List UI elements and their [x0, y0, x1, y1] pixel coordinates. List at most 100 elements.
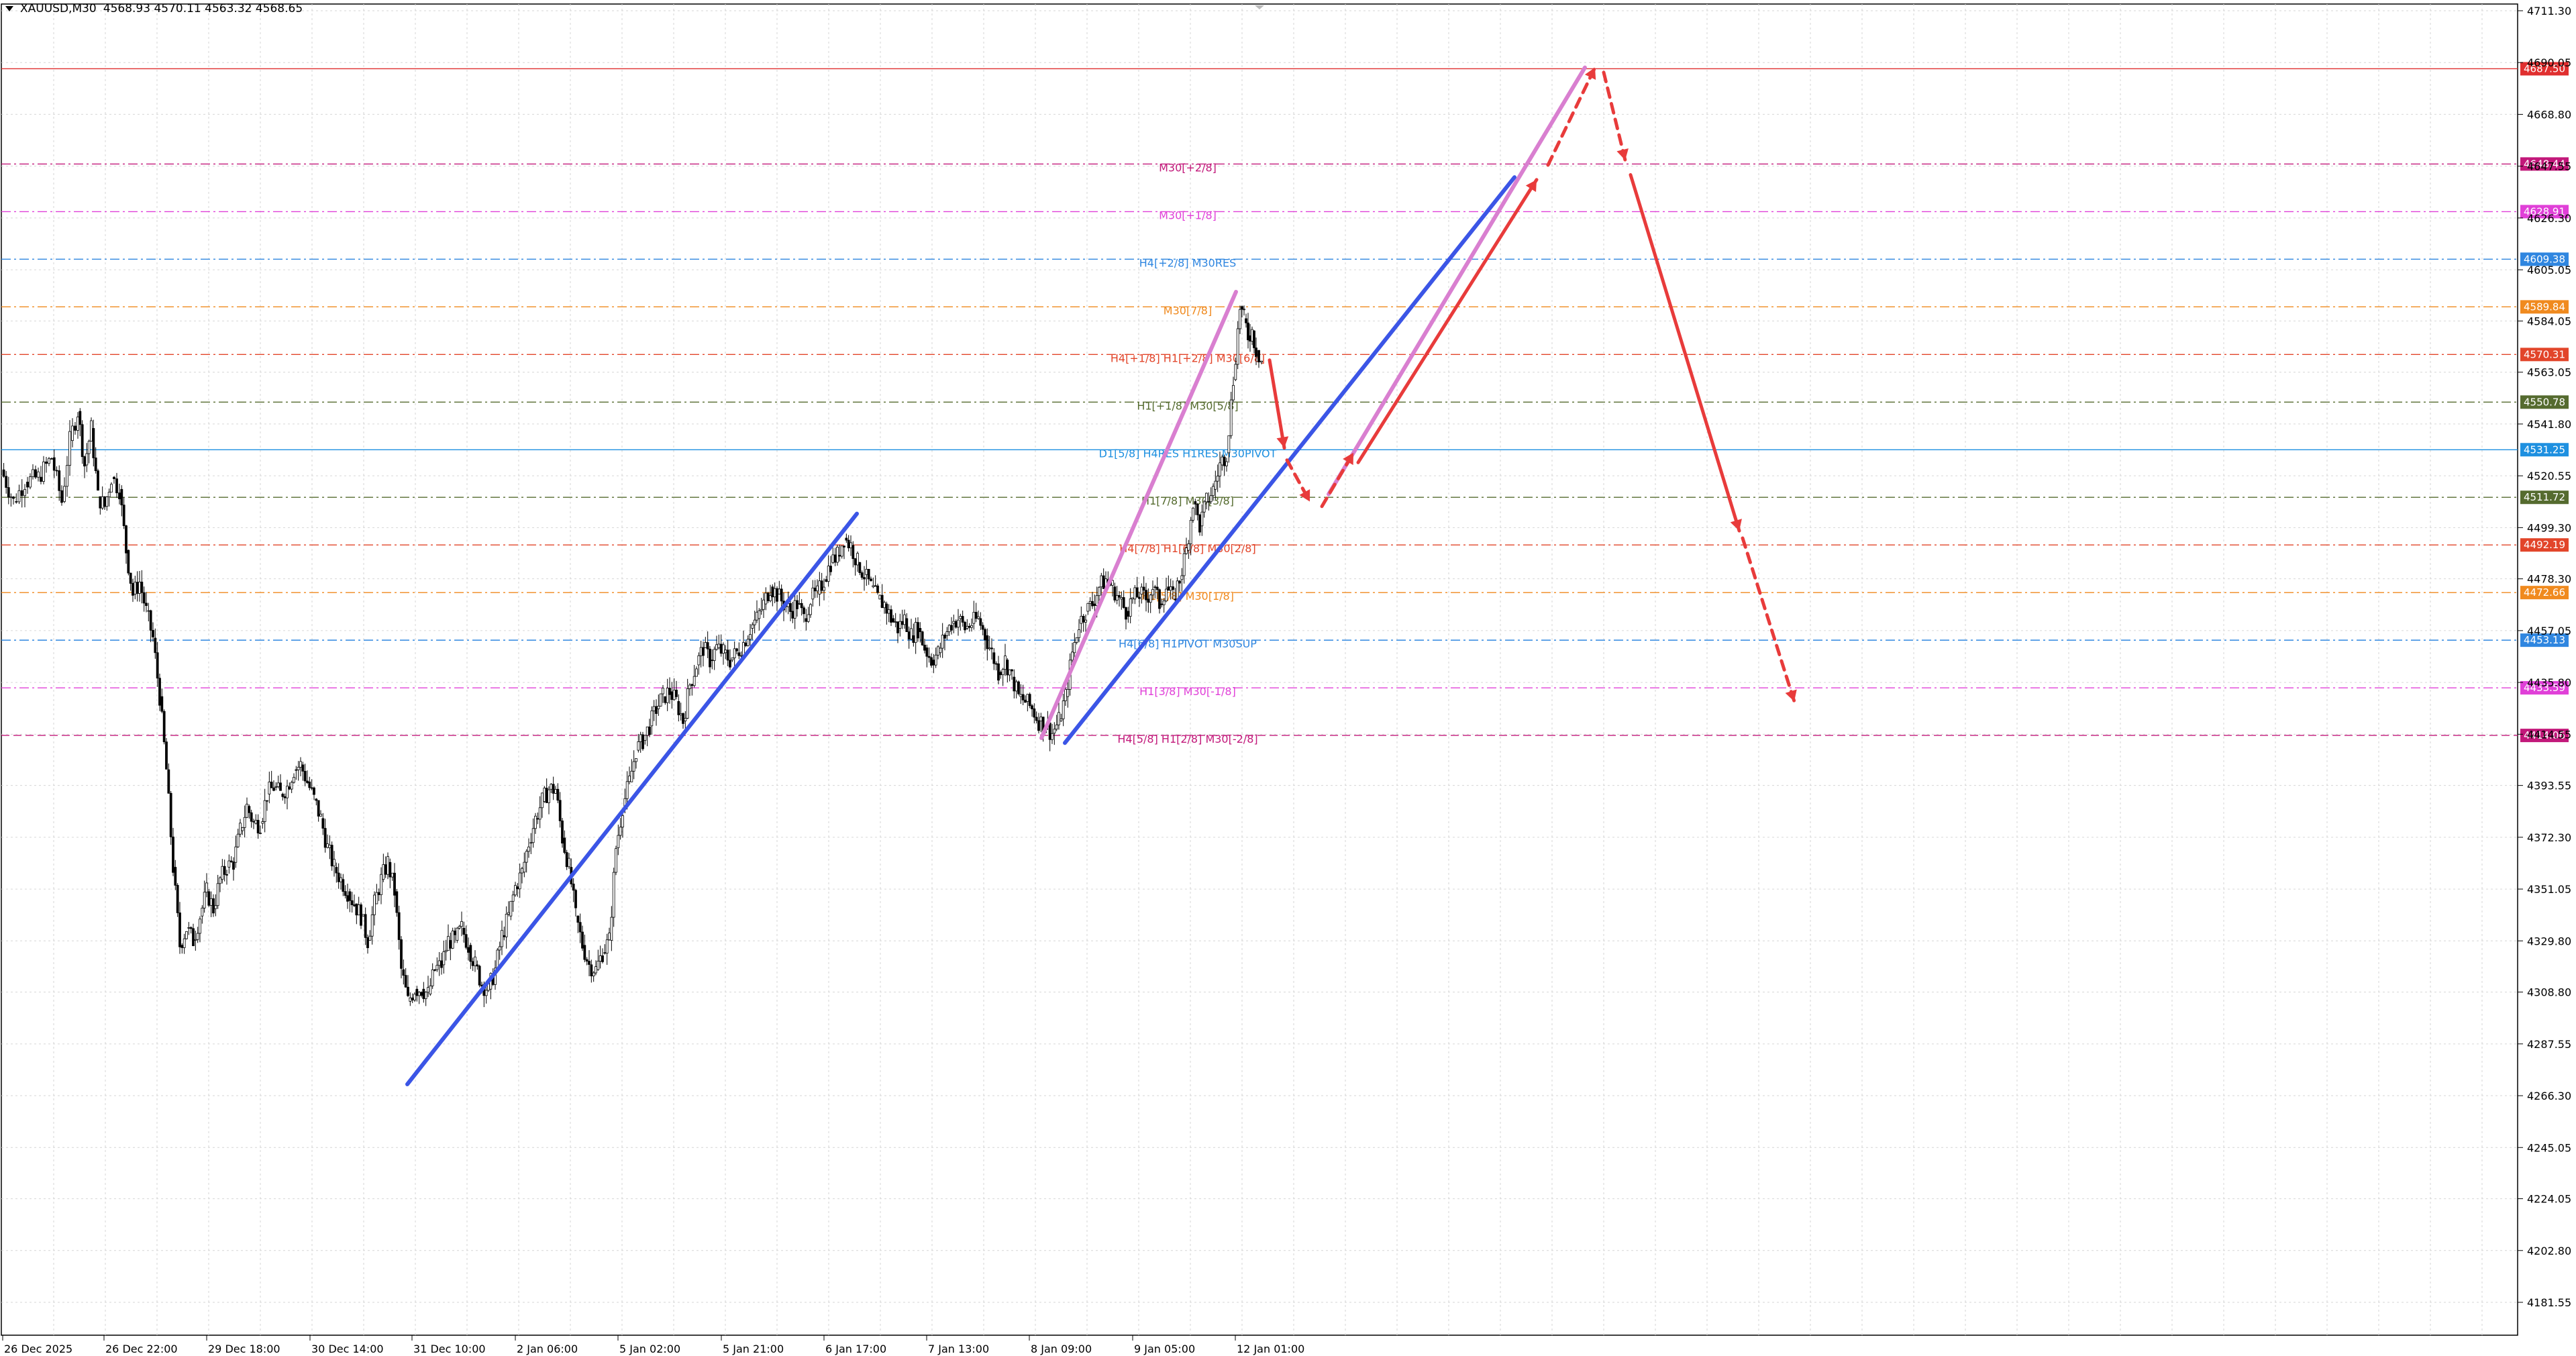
candle-body [1207, 501, 1210, 503]
candle-body [145, 603, 148, 607]
forecast-arrow-head [1299, 489, 1310, 502]
candle-body [346, 895, 349, 902]
candle-body [1111, 580, 1114, 586]
candle-body [234, 846, 238, 863]
candle-body [1192, 507, 1194, 521]
price-tick-label: 4668.80 [2527, 108, 2571, 121]
candle-body [652, 706, 656, 711]
candle-body [29, 476, 32, 488]
price-tick-label: 4414.55 [2527, 728, 2571, 741]
candle-body [74, 425, 76, 431]
candle-body [409, 997, 412, 1002]
candle-body [1216, 476, 1219, 482]
candle-body [1048, 722, 1051, 740]
candle-body [717, 643, 721, 648]
candle-body [697, 655, 701, 666]
trend-line [1063, 175, 1516, 745]
candle-body [90, 420, 93, 441]
candle-body [643, 735, 647, 741]
candle-body [639, 734, 642, 742]
price-tag-label: 4550.78 [2524, 396, 2565, 408]
price-tick-label: 4393.55 [2527, 780, 2571, 792]
candle-body [568, 857, 570, 868]
forecast-arrow [1268, 358, 1286, 450]
candle-body [756, 611, 758, 621]
candle-body [382, 864, 385, 880]
level-label: D1[5/8] H4RES H1RES M30PIVOT [1099, 447, 1277, 460]
candle-body [585, 959, 588, 961]
price-tick-label: 4690.05 [2527, 56, 2571, 69]
candle-body [362, 914, 365, 917]
candle-body [1251, 329, 1253, 342]
candle-body [744, 642, 748, 646]
candle-body [789, 603, 792, 612]
candle-body [469, 945, 472, 962]
candle-body [58, 470, 61, 491]
candle-body [290, 782, 293, 790]
candle-body [34, 469, 37, 478]
price-tag-label: 4511.72 [2524, 491, 2565, 503]
price-tick-label: 4435.80 [2527, 676, 2571, 689]
candle-body [847, 539, 850, 549]
candle-body [239, 823, 242, 835]
candle-body [925, 647, 929, 657]
candle-body [1189, 519, 1192, 544]
candle-body [1167, 586, 1170, 591]
candle-body [511, 894, 515, 902]
candle-body [219, 877, 221, 884]
candle-body [55, 470, 58, 472]
candle-body [236, 833, 240, 847]
price-tick-label: 4457.05 [2527, 625, 2571, 637]
candle-body [800, 603, 803, 609]
candle-body [1196, 503, 1199, 515]
candle-body [1066, 689, 1070, 697]
price-tag [2520, 252, 2569, 266]
price-tag-label: 4414.06 [2524, 729, 2565, 741]
chart-menu-caret-icon[interactable] [5, 6, 13, 11]
candle-body [377, 892, 380, 895]
candle-body [686, 688, 689, 719]
price-tag [2520, 729, 2569, 743]
candle-body [836, 546, 839, 563]
price-tag [2520, 443, 2569, 457]
candle-body [518, 872, 521, 890]
candle-body [659, 693, 662, 707]
candle-body [771, 586, 774, 598]
candle-body [964, 622, 966, 631]
forecast-arrow-head [1525, 179, 1537, 193]
price-tick-label: 4266.30 [2527, 1090, 2571, 1102]
candle-body [947, 625, 951, 632]
candle-body [293, 777, 295, 783]
candle-body [256, 820, 260, 834]
candle-body [1178, 580, 1181, 584]
candle-body [966, 625, 969, 629]
ohlc-values: 4568.93 4570.11 4563.32 4568.65 [103, 2, 303, 15]
candle-body [348, 891, 352, 901]
candle-body [574, 890, 577, 908]
candle-body [297, 767, 300, 770]
scroll-marker-icon[interactable] [1255, 5, 1264, 9]
candle-body [1200, 511, 1204, 527]
candle-body [682, 713, 684, 724]
candle-body [805, 618, 808, 622]
candle-body [565, 852, 568, 868]
price-tick-label: 4478.30 [2527, 573, 2571, 586]
candle-body [241, 827, 244, 831]
candle-body [447, 936, 450, 951]
price-tick-label: 4541.80 [2527, 418, 2571, 431]
forecast-arrow-head [1276, 436, 1289, 448]
candle-body [885, 603, 888, 614]
candle-body [632, 761, 635, 772]
candle-body [1004, 656, 1007, 670]
candle-body [1118, 594, 1121, 598]
candle-body [521, 868, 523, 874]
candle-body [543, 788, 546, 802]
candle-body [83, 456, 86, 467]
forecast-arrow [1741, 536, 1796, 703]
price-tick-label: 4563.05 [2527, 366, 2571, 379]
candle-body [709, 648, 711, 668]
candle-body [442, 951, 446, 966]
candle-body [140, 581, 144, 593]
